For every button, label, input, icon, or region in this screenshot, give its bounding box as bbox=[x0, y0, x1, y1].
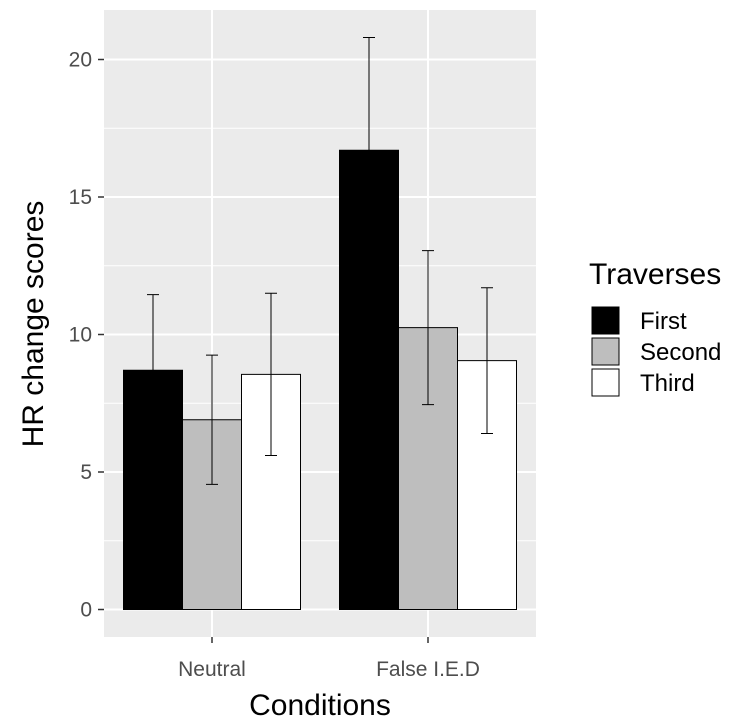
x-tick-label: Neutral bbox=[178, 658, 246, 681]
x-axis-title: Conditions bbox=[249, 689, 391, 722]
legend-swatch bbox=[591, 337, 620, 366]
y-tick-label: 20 bbox=[69, 49, 92, 72]
y-tick-label: 10 bbox=[69, 324, 92, 347]
x-axis: Neutral False I.E.D bbox=[178, 637, 480, 681]
legend-label: Third bbox=[640, 370, 695, 397]
legend: Traverses First Second Third bbox=[589, 258, 721, 397]
y-tick-label: 15 bbox=[69, 186, 92, 209]
x-tick-label: False I.E.D bbox=[376, 658, 480, 681]
legend-label: First bbox=[640, 308, 687, 335]
legend-title: Traverses bbox=[589, 258, 721, 291]
errorbars-layer bbox=[147, 37, 493, 485]
legend-swatch bbox=[591, 306, 620, 335]
legend-swatch bbox=[591, 368, 620, 397]
y-tick-label: 5 bbox=[80, 461, 92, 484]
legend-label: Second bbox=[640, 339, 721, 366]
y-axis: 0 5 10 15 20 bbox=[69, 49, 104, 622]
y-tick-label: 0 bbox=[80, 599, 92, 622]
y-axis-title: HR change scores bbox=[17, 201, 50, 448]
